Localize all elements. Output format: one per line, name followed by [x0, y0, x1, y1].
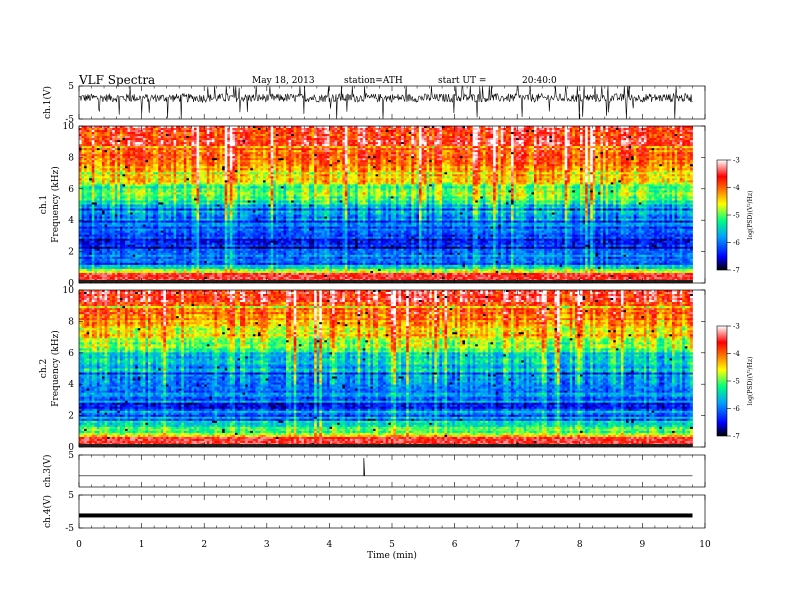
figure-title: VLF Spectra: [78, 73, 155, 87]
ch1-spectrogram-image: [79, 126, 693, 283]
station-label: station=ATH: [344, 76, 403, 86]
panels-group: [79, 126, 693, 447]
start-ut-label: start UT =: [438, 76, 486, 86]
start-ut-value: 20:40:0: [522, 76, 557, 86]
date-label: May 18, 2013: [252, 76, 315, 86]
